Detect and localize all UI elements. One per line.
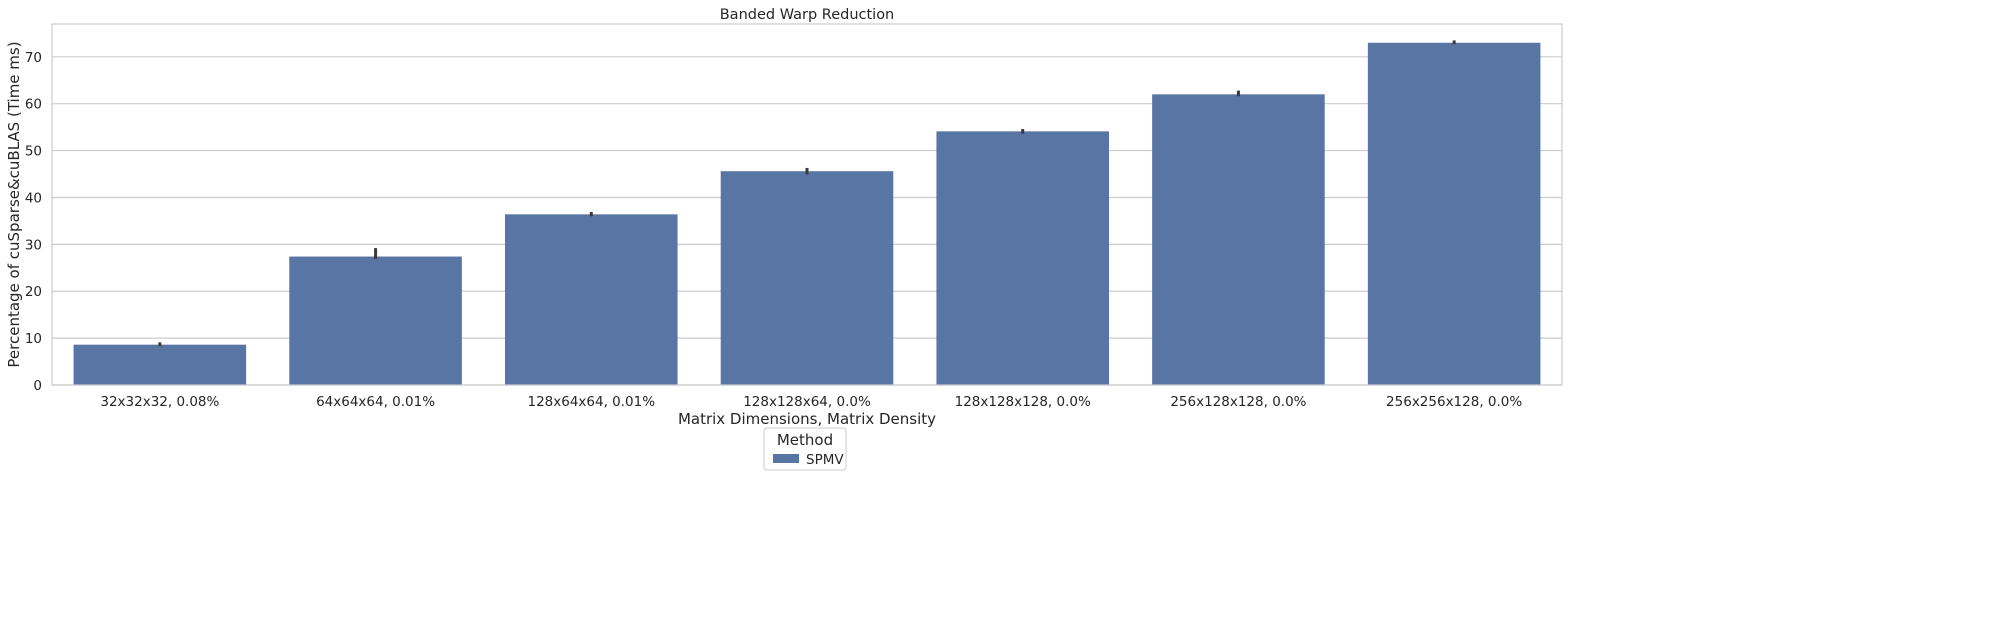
x-tick-label: 128x128x128, 0.0% [955,394,1091,410]
legend-swatch [773,454,799,463]
x-axis-label: Matrix Dimensions, Matrix Density [678,410,936,428]
x-tick-label: 256x256x128, 0.0% [1386,394,1522,410]
y-axis-label: Percentage of cuSparse&cuBLAS (Time ms) [5,41,23,367]
error-bars [158,40,1456,347]
y-tick-label: 50 [25,144,42,160]
chart-title: Banded Warp Reduction [720,7,895,23]
bar [505,214,678,385]
x-tick-label: 128x128x64, 0.0% [743,394,871,410]
plot-frame [51,23,1563,386]
x-tick-label: 32x32x32, 0.08% [100,394,219,410]
x-tick-label: 64x64x64, 0.01% [316,394,435,410]
bar [73,344,247,385]
y-tick-label: 20 [25,284,42,300]
x-tick-label: 256x128x128, 0.0% [1170,394,1306,410]
bar [720,171,894,385]
y-tick-labels: 0 10 20 30 40 50 60 70 [25,50,42,394]
bar [1367,42,1541,386]
legend-title: Method [777,431,833,449]
y-tick-label: 70 [25,50,42,66]
bar [1152,94,1325,385]
bar [289,256,462,385]
x-tick-label: 128x64x64, 0.01% [527,394,655,410]
bar [936,131,1109,385]
y-tick-label: 60 [25,97,42,113]
y-tick-label: 0 [33,378,42,394]
y-tick-label: 30 [25,237,42,253]
legend-label: SPMV [806,452,844,468]
y-tick-label: 40 [25,190,42,206]
legend: Method SPMV [763,427,847,471]
x-tick-labels: 32x32x32, 0.08% 64x64x64, 0.01% 128x64x64,… [100,394,1522,410]
bars [73,42,1541,386]
y-tick-label: 10 [25,331,42,347]
